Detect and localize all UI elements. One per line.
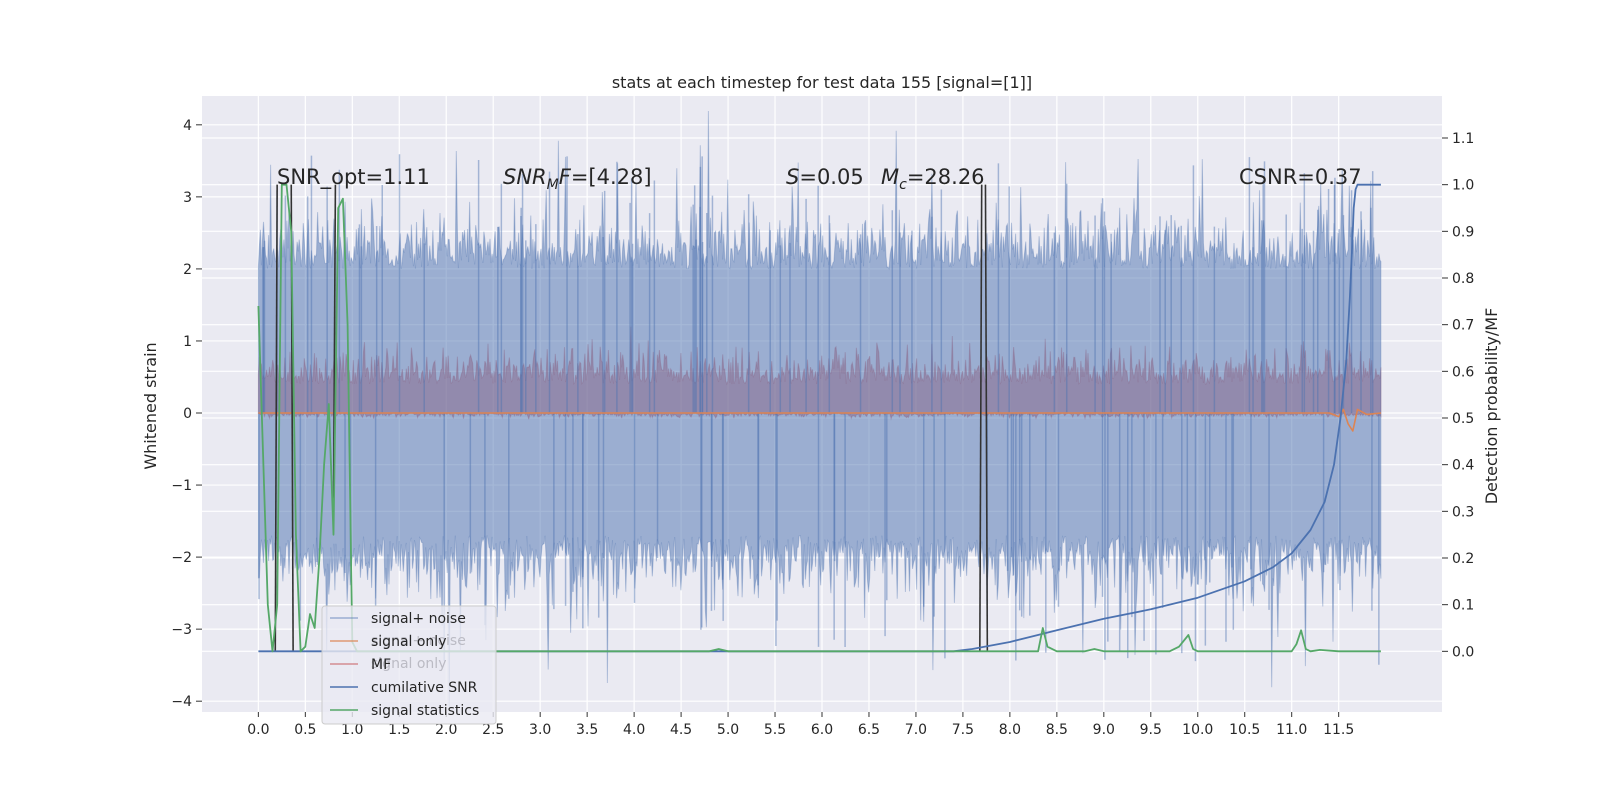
legend-label-signal-only: signal only	[371, 634, 446, 650]
y-tick-label: −1	[171, 478, 192, 494]
detection-marker-line	[979, 184, 983, 652]
right-axis-series	[257, 183, 1381, 653]
x-axis: 0.0 0.5 1.0 1.5 2.0 2.5 3.0 3.5 4.0 4.5 5.0 5.5 6.0 6…	[247, 712, 1354, 738]
signal-noise-trace	[257, 110, 1382, 707]
x-tick-label: 9.0	[1093, 722, 1115, 738]
x-tick-label: 4.0	[623, 722, 645, 738]
x-tick-label: 11.5	[1323, 722, 1354, 738]
y-tick-label: 1	[183, 334, 192, 350]
y-tick-label: 4	[183, 118, 192, 134]
x-tick-label: 8.0	[999, 722, 1021, 738]
y-tick-label: −4	[171, 694, 192, 710]
y2-tick-label: 0.7	[1452, 318, 1474, 334]
signal-noise-series	[257, 110, 1382, 707]
x-tick-label: 0.5	[294, 722, 316, 738]
y-tick-label: −3	[171, 622, 192, 638]
x-tick-label: 3.0	[529, 722, 551, 738]
legend-label-signal-statistics: signal statistics	[371, 703, 479, 719]
y2-axis-title: Detection probability/MF	[1482, 308, 1501, 505]
y2-tick-label: 0.5	[1452, 411, 1474, 427]
y-tick-label: 0	[183, 406, 192, 422]
y2-tick-label: 1.0	[1452, 178, 1474, 194]
x-tick-label: 7.5	[952, 722, 974, 738]
x-tick-label: 4.5	[670, 722, 692, 738]
legend-box	[321, 605, 497, 725]
x-tick-label: 1.5	[388, 722, 410, 738]
x-tick-label: 6.0	[811, 722, 833, 738]
detection-marker-line	[984, 184, 989, 652]
legend: signal+ noise signal only signal+ noise …	[321, 605, 497, 725]
annotation-csnr: CSNR=0.37	[1239, 165, 1362, 189]
y-axis-title: Whitened strain	[141, 342, 160, 469]
legend-label-signal-noise: signal+ noise	[371, 611, 466, 627]
annotation-snr-mf: SNRMF=[4.28]	[503, 165, 652, 193]
x-tick-label: 6.5	[858, 722, 880, 738]
legend-label-mf: MF	[371, 657, 391, 673]
legend-ghost-label-1: signal+ noise	[371, 633, 466, 649]
y2-tick-label: 0.9	[1452, 224, 1474, 240]
signal-statistics-line	[257, 183, 1381, 653]
x-tick-label: 5.0	[717, 722, 739, 738]
x-tick-label: 10.5	[1229, 722, 1260, 738]
y-tick-label: 3	[183, 190, 192, 206]
y-tick-label: −2	[171, 550, 192, 566]
x-tick-label: 1.0	[341, 722, 363, 738]
y2-tick-label: 0.6	[1452, 364, 1474, 380]
x-tick-label: 2.0	[435, 722, 457, 738]
signal-only-line	[258, 408, 1381, 432]
x-tick-label: 9.5	[1140, 722, 1162, 738]
y2-tick-label: 0.0	[1452, 644, 1474, 660]
x-tick-label: 11.0	[1276, 722, 1307, 738]
y-axis-left: 4 3 2 1 0 −1 −2 −3 −4	[171, 118, 202, 710]
x-tick-label: 5.5	[764, 722, 786, 738]
y2-tick-label: 0.3	[1452, 504, 1474, 520]
y2-tick-label: 0.2	[1452, 551, 1474, 567]
cumulative-snr-line	[258, 183, 1381, 653]
x-tick-label: 10.0	[1182, 722, 1213, 738]
x-tick-label: 3.5	[576, 722, 598, 738]
detection-marker-line	[274, 184, 278, 652]
y2-tick-label: 1.1	[1452, 131, 1474, 147]
x-tick-label: 7.0	[905, 722, 927, 738]
x-tick-label: 2.5	[482, 722, 504, 738]
y2-tick-label: 0.1	[1452, 598, 1474, 614]
annotation-snr-opt: SNR_opt=1.11	[277, 165, 430, 190]
y-axis-right: 1.1 1.0 0.9 0.8 0.7 0.6 0.5 0.4 0.3 0.2 0.1 0.0	[1442, 131, 1474, 660]
legend-ghost-label-2: signal only	[371, 656, 446, 672]
signal-only-series	[258, 408, 1381, 432]
annotation-mc: Mc=28.26	[881, 165, 985, 193]
x-tick-label: 8.5	[1046, 722, 1068, 738]
annotation-s: S=0.05	[786, 165, 864, 189]
legend-label-cumulative-snr: cumilative SNR	[371, 680, 478, 696]
chart-title: stats at each timestep for test data 155…	[612, 73, 1032, 92]
y2-tick-label: 0.4	[1452, 458, 1474, 474]
x-tick-label: 0.0	[247, 722, 269, 738]
y-tick-label: 2	[183, 262, 192, 278]
y2-tick-label: 0.8	[1452, 271, 1474, 287]
